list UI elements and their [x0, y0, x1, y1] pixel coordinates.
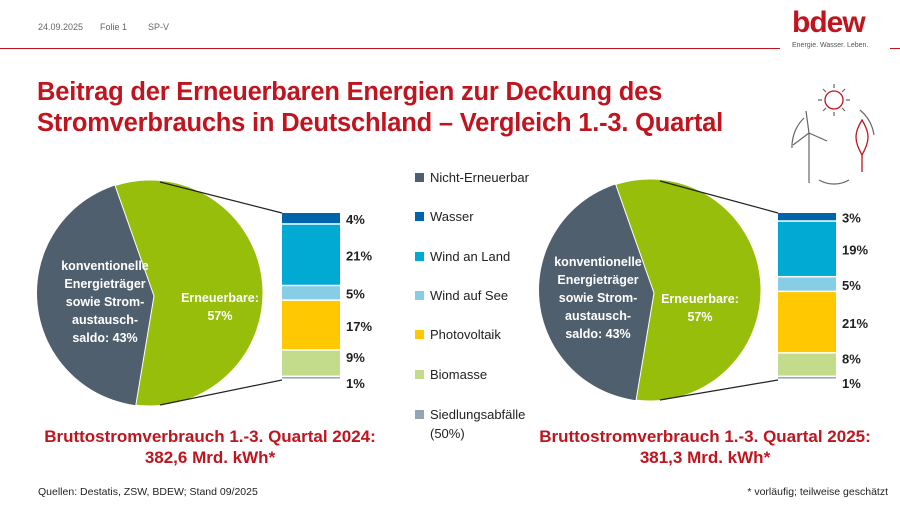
- legend-item: Wasser: [415, 209, 474, 224]
- legend-label: Siedlungsabfälle: [430, 407, 526, 422]
- legend-item: Biomasse: [415, 367, 487, 382]
- logo-tagline: Energie. Wasser. Leben.: [792, 42, 869, 49]
- pie-2024-ren-label: Erneuerbare: 57%: [181, 291, 259, 323]
- pie-2024-conv-label: konventionelle Energieträger sowie Strom-a…: [61, 259, 149, 345]
- page-title: Beitrag der Erneuerbaren Energien zur De…: [37, 77, 723, 139]
- legend-label: Wind auf See: [430, 288, 509, 303]
- title-line-1: Beitrag der Erneuerbaren Energien zur De…: [37, 78, 663, 106]
- legend-label: Wasser: [430, 209, 474, 224]
- legend-swatch: [415, 410, 424, 419]
- energy-icon: [791, 84, 875, 185]
- legend-label: Biomasse: [430, 367, 488, 382]
- connector-line-bottom: [159, 379, 283, 406]
- header-date: 24.09.2025: [38, 22, 84, 32]
- bar-label: 1%: [346, 376, 365, 391]
- bar-segment-wind-auf-see: [778, 277, 836, 291]
- bar-label: 21%: [346, 248, 372, 263]
- bar-segment-biomasse: [778, 353, 836, 376]
- footnote: * vorläufig; teilweise geschätzt: [747, 486, 888, 498]
- bar-segment-wind-auf-see: [282, 286, 340, 300]
- legend-swatch: [415, 173, 424, 182]
- bar-segment-photovoltaik: [778, 292, 836, 353]
- sources: Quellen: Destatis, ZSW, BDEW; Stand 09/2…: [38, 486, 258, 498]
- bar-segment-wasser: [778, 213, 836, 221]
- bar-label: 17%: [346, 319, 372, 334]
- bar-label: 1%: [842, 376, 861, 391]
- charts-canvas: 4% 21% 5% 17% 9% 1% 3% 19% 5% 21% 8% 1%: [37, 178, 868, 407]
- legend-item: Wind auf See: [415, 288, 508, 303]
- bar-segment-biomasse: [282, 350, 340, 376]
- caption-2025: Bruttostromverbrauch 1.-3. Quartal 2025:…: [539, 427, 871, 467]
- legend-swatch: [415, 212, 424, 221]
- bar-label: 21%: [842, 316, 868, 331]
- bar-segment-photovoltaik: [282, 300, 340, 350]
- legend-item: Photovoltaik: [415, 327, 501, 342]
- caption-2024: Bruttostromverbrauch 1.-3. Quartal 2024:…: [44, 427, 376, 467]
- bar-segment-wind-an-land: [282, 224, 340, 285]
- legend-swatch: [415, 370, 424, 379]
- header-slide: Folie 1: [100, 22, 128, 32]
- title-line-2: Stromverbrauchs in Deutschland – Verglei…: [37, 109, 724, 137]
- legend-swatch: [415, 330, 424, 339]
- bar-label: 5%: [842, 278, 861, 293]
- bar-segment-wasser: [282, 213, 340, 224]
- bdew-logo: bdew: [792, 6, 866, 39]
- pie-slice-renewable: [615, 178, 762, 402]
- bar-label: 5%: [346, 287, 365, 302]
- header-rule: [0, 48, 780, 49]
- legend-swatch: [415, 291, 424, 300]
- legend-item: Nicht-Erneuerbar: [415, 170, 529, 185]
- legend-item: Siedlungsabfälle (50%): [415, 407, 525, 441]
- legend-label: Nicht-Erneuerbar: [430, 170, 529, 185]
- bar-segment-siedlungsabf-lle-: [282, 377, 340, 379]
- legend-label: Photovoltaik: [430, 327, 501, 342]
- bar-label: 9%: [346, 350, 365, 365]
- header-dept: SP-V: [148, 22, 170, 32]
- connector-line-bottom: [659, 379, 779, 401]
- bar-segment-wind-an-land: [778, 221, 836, 276]
- bar-label: 19%: [842, 243, 868, 258]
- bar-label: 8%: [842, 351, 861, 366]
- connector-line-top: [659, 180, 779, 214]
- pie-2025-conv-label: konventionelle Energieträger sowie Strom-a…: [554, 255, 642, 341]
- legend-swatch: [415, 252, 424, 261]
- legend-label-sub: (50%): [430, 426, 465, 441]
- header-rule-right: [890, 48, 900, 49]
- legend-label: Wind an Land: [430, 249, 511, 264]
- legend-item: Wind an Land: [415, 249, 510, 264]
- bar-label: 4%: [346, 212, 365, 227]
- pie-2025-ren-label: Erneuerbare: 57%: [661, 292, 739, 324]
- connector-line-top: [159, 181, 283, 214]
- bar-label: 3%: [842, 210, 861, 225]
- bar-segment-siedlungsabf-lle-: [778, 377, 836, 379]
